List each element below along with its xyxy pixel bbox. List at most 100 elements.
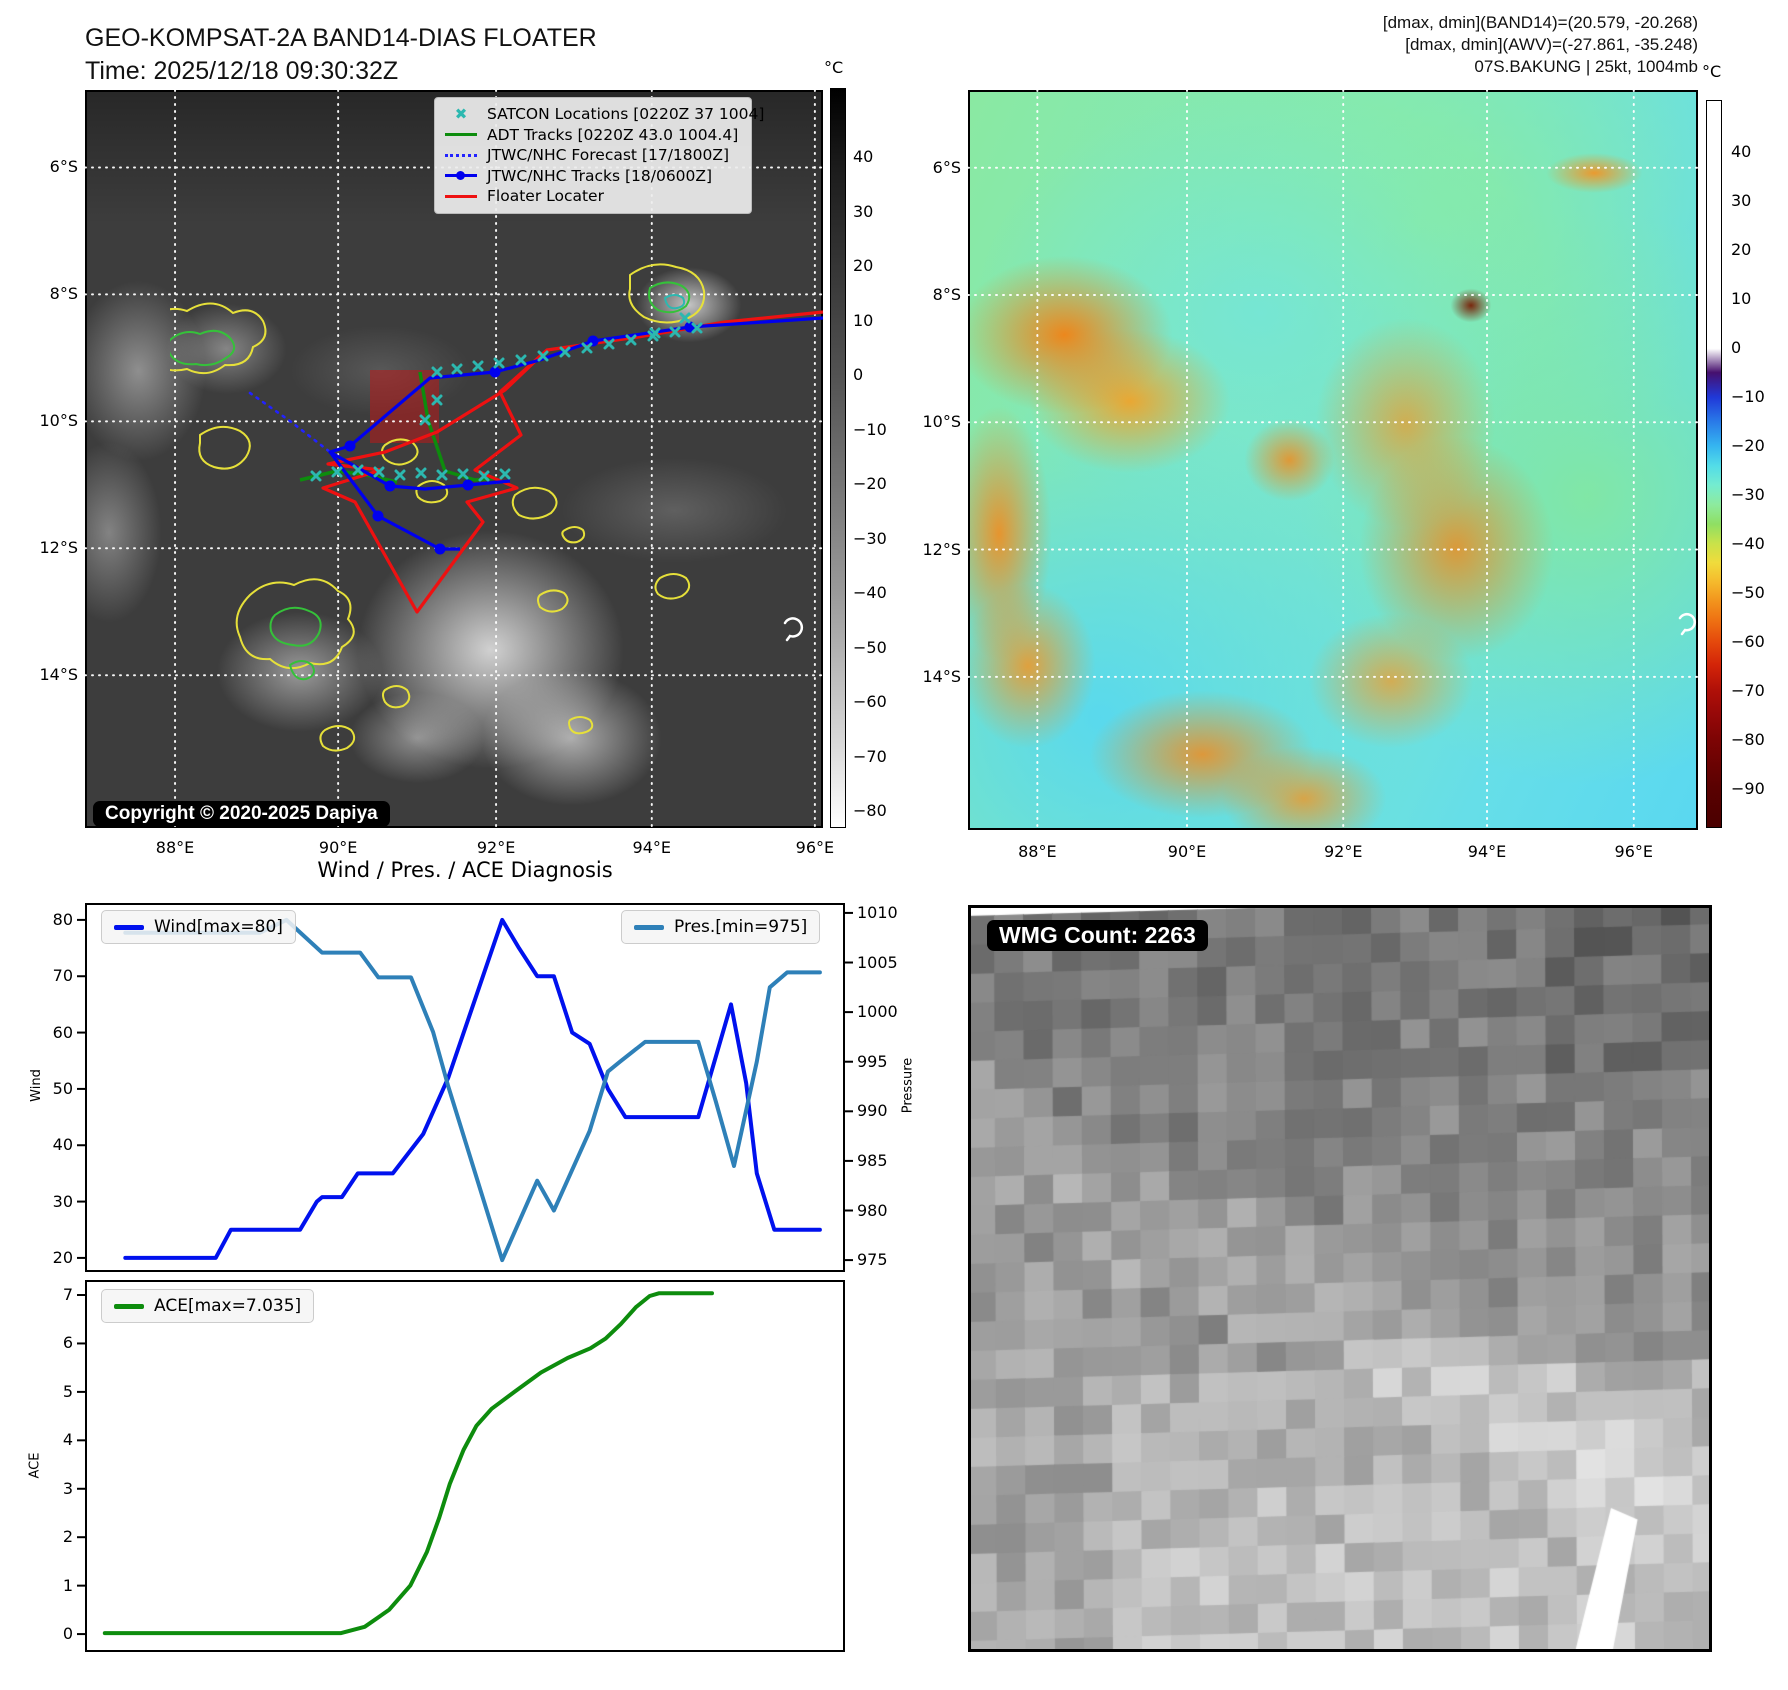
wind-legend-label: Wind[max=80] — [154, 917, 283, 937]
awv-colorbar-tick: −20 — [1731, 436, 1765, 455]
awv-map — [968, 90, 1698, 830]
map-legend-item: JTWC/NHC Tracks [18/0600Z] — [443, 166, 743, 187]
band14-colorbar-tick: −20 — [853, 474, 887, 493]
awv-colorbar-tick: −50 — [1731, 583, 1765, 602]
left-map-lon-tick: 90°E — [318, 838, 358, 857]
info-awv: [dmax, dmin](AWV)=(-27.861, -35.248) — [1405, 35, 1698, 54]
legend-line-icon — [443, 194, 479, 198]
map-legend-item: ✖ SATCON Locations [0220Z 37 1004] — [443, 104, 765, 125]
awv-colorbar-tick: −30 — [1731, 485, 1765, 504]
left-map-lon-tick: 92°E — [476, 838, 516, 857]
map-legend-label: SATCON Locations [0220Z 37 1004] — [487, 105, 765, 124]
map-legend-label: JTWC/NHC Tracks [18/0600Z] — [487, 166, 713, 185]
pressure-legend: Pres.[min=975] — [621, 910, 821, 944]
ace-chart — [85, 1280, 845, 1652]
wmg-mosaic — [971, 908, 1709, 1649]
left-map-lat-tick: 8°S — [49, 284, 78, 304]
band14-colorbar-tick: 20 — [853, 256, 874, 275]
page-title: GEO-KOMPSAT-2A BAND14-DIAS FLOATER — [85, 24, 597, 52]
storm-id: 07S.BAKUNG | 25kt, 1004mb — [1474, 57, 1698, 76]
awv-colorbar-tick: 40 — [1731, 142, 1752, 161]
awv-colorbar-tick: −70 — [1731, 681, 1765, 700]
y2-tick-label: 990 — [857, 1101, 888, 1121]
right-map-lat-tick: 14°S — [922, 666, 961, 686]
left-map-lat-tick: 6°S — [49, 157, 78, 177]
wmg-count-badge: WMG Count: 2263 — [987, 920, 1208, 951]
right-map-lat-tick: 8°S — [932, 284, 961, 304]
band14-colorbar-tick: −80 — [853, 801, 887, 820]
band14-colorbar-tick: 0 — [853, 365, 864, 384]
band14-colorbar-tick: −40 — [853, 583, 887, 602]
y-tick-label: 50 — [52, 1078, 73, 1098]
map-legend-label: JTWC/NHC Forecast [17/1800Z] — [487, 146, 730, 165]
legend-line-icon — [443, 171, 479, 181]
pressure-legend-label: Pres.[min=975] — [674, 917, 808, 937]
band14-colorbar-tick: −10 — [853, 419, 887, 439]
right-map-lon-tick: 96°E — [1614, 842, 1653, 861]
y-tick-label: 20 — [52, 1247, 73, 1267]
awv-colorbar-tick: 30 — [1731, 191, 1752, 210]
map-legend-label: Floater Locater — [487, 187, 604, 206]
band14-colorbar-tick: −70 — [853, 746, 887, 766]
awv-colorbar — [1706, 100, 1722, 828]
right-map-lon-tick: 90°E — [1167, 842, 1207, 861]
awv-colorbar-tick: −90 — [1731, 779, 1765, 798]
y2-tick-label: 1005 — [857, 952, 898, 972]
map-legend: ✖ SATCON Locations [0220Z 37 1004] ADT Tra… — [434, 97, 765, 214]
ace-legend-label: ACE[max=7.035] — [154, 1296, 302, 1316]
map-legend-item: Floater Locater — [443, 186, 743, 207]
awv-colorbar-unit: °C — [1702, 62, 1722, 81]
band14-map: ✖ SATCON Locations [0220Z 37 1004] ADT Tra… — [85, 90, 823, 828]
band14-colorbar-tick: −30 — [853, 528, 887, 548]
y2-tick-label: 1000 — [857, 1002, 898, 1022]
y-tick-label: 7 — [62, 1285, 73, 1305]
y-tick-label: 5 — [62, 1381, 73, 1401]
band14-colorbar-tick: 30 — [853, 201, 874, 221]
y-tick-label: 1 — [62, 1575, 73, 1595]
left-map-lon-tick: 96°E — [795, 838, 835, 857]
y-tick-label: 2 — [62, 1527, 73, 1547]
ace-axis-label: ACE — [27, 1452, 43, 1479]
band14-colorbar-unit: °C — [824, 58, 844, 77]
band14-colorbar-tick: −50 — [853, 637, 887, 657]
awv-colorbar-tick: −80 — [1731, 730, 1765, 749]
y2-tick-label: 1010 — [857, 902, 898, 922]
y-tick-label: 0 — [62, 1624, 73, 1644]
timestamp: Time: 2025/12/18 09:30:32Z — [85, 57, 399, 85]
y2-tick-label: 995 — [857, 1051, 888, 1071]
awv-colorbar-tick: 10 — [1731, 289, 1752, 308]
awv-colorbar-tick: 0 — [1731, 338, 1742, 357]
map-legend-item: ADT Tracks [0220Z 43.0 1004.4] — [443, 125, 743, 146]
right-map-lon-tick: 92°E — [1323, 842, 1363, 861]
y2-tick-label: 980 — [857, 1200, 888, 1220]
map-legend-item: JTWC/NHC Forecast [17/1800Z] — [443, 145, 743, 166]
y-tick-label: 4 — [62, 1430, 73, 1450]
ace-legend-swatch — [114, 1303, 144, 1309]
ace-legend: ACE[max=7.035] — [101, 1289, 315, 1323]
legend-line-icon — [443, 153, 479, 157]
y-tick-label: 40 — [52, 1135, 73, 1155]
right-map-lat-tick: 12°S — [922, 539, 961, 559]
left-map-lat-tick: 14°S — [39, 665, 78, 685]
copyright-badge: Copyright © 2020-2025 Dapiya — [93, 801, 390, 826]
awv-colorbar-tick: −60 — [1731, 632, 1765, 651]
left-map-lon-tick: 88°E — [155, 838, 195, 857]
map-legend-label: ADT Tracks [0220Z 43.0 1004.4] — [487, 125, 739, 144]
y-tick-label: 3 — [62, 1478, 73, 1498]
right-map-lon-tick: 94°E — [1467, 842, 1507, 861]
band14-colorbar-tick: 40 — [853, 147, 874, 166]
y-tick-label: 70 — [52, 966, 73, 986]
wind-pressure-chart — [85, 903, 845, 1272]
awv-colorbar-tick: −10 — [1731, 387, 1765, 406]
right-map-lat-tick: 10°S — [922, 412, 961, 432]
right-map-lon-tick: 88°E — [1018, 842, 1057, 861]
pressure-legend-swatch — [634, 924, 664, 930]
y-tick-label: 80 — [52, 909, 73, 929]
satcon-x-icon: ✖ — [454, 105, 468, 124]
awv-colorbar-tick: −40 — [1731, 534, 1765, 553]
y2-tick-label: 985 — [857, 1150, 888, 1170]
y-tick-label: 6 — [62, 1333, 73, 1353]
y-tick-label: 30 — [52, 1191, 73, 1211]
y2-tick-label: 975 — [857, 1250, 888, 1270]
